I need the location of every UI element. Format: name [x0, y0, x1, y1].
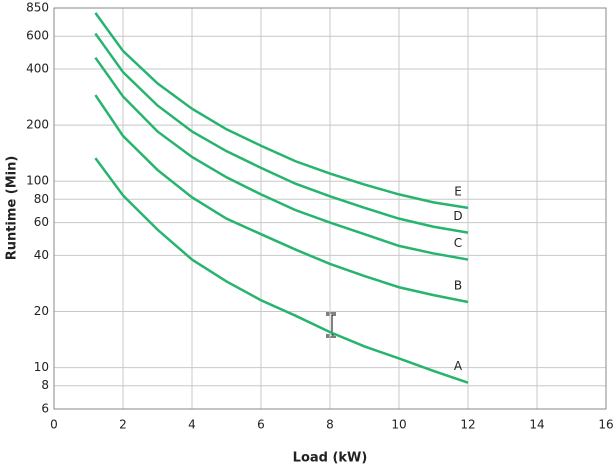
- series-label: D: [453, 209, 462, 223]
- y-tick-label: 80: [34, 192, 49, 206]
- y-tick-label: 100: [26, 174, 49, 188]
- series-line: [94, 157, 469, 384]
- x-tick-label: 16: [598, 418, 613, 432]
- y-tick-label: 10: [34, 360, 49, 374]
- y-tick-label: 6: [41, 402, 49, 416]
- x-tick-label: 0: [50, 418, 58, 432]
- series-label: A: [454, 359, 463, 373]
- series-line: [94, 32, 469, 234]
- x-tick-label: 10: [391, 418, 406, 432]
- y-axis-title: Runtime (Min): [5, 156, 20, 261]
- series-line: [94, 12, 469, 210]
- plot-border: [53, 7, 607, 410]
- y-tick-label: 400: [26, 62, 49, 76]
- series-line: [94, 94, 469, 304]
- y-tick-label: 60: [34, 215, 49, 229]
- series-label: C: [454, 236, 462, 250]
- y-tick-label: 40: [34, 248, 49, 262]
- x-tick-label: 14: [529, 418, 544, 432]
- y-tick-label: 8: [41, 378, 49, 392]
- series-line: [94, 56, 469, 261]
- y-tick-label: 600: [26, 29, 49, 43]
- x-tick-label: 6: [257, 418, 265, 432]
- x-axis-title: Load (kW): [293, 451, 368, 466]
- x-tick-label: 8: [326, 418, 334, 432]
- x-tick-label: 2: [119, 418, 127, 432]
- y-tick-label: 850: [26, 1, 49, 15]
- series-label: B: [454, 278, 462, 292]
- x-tick-label: 12: [460, 418, 475, 432]
- x-tick-label: 4: [188, 418, 196, 432]
- y-tick-label: 20: [34, 304, 49, 318]
- series-label: E: [454, 184, 462, 198]
- y-tick-label: 200: [26, 118, 49, 132]
